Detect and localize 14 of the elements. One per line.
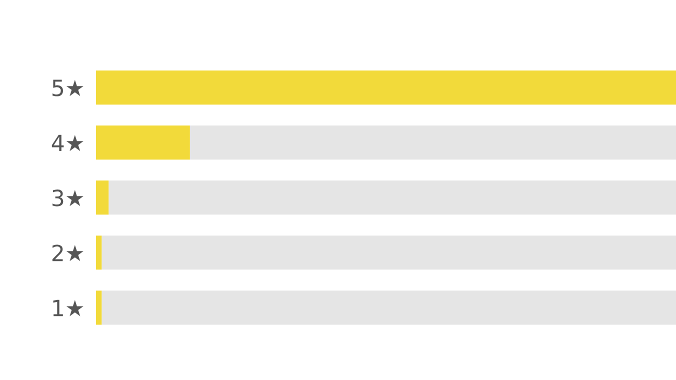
bar [190,126,676,160]
y-tick-label: 2★ [52,244,84,262]
bar [96,180,109,215]
bar [96,290,102,325]
bar [102,236,676,270]
y-tick-label: 1★ [53,300,84,316]
y-tick-label: 5★ [52,80,84,96]
bar [96,236,102,270]
bar [96,126,190,160]
bar [108,180,676,215]
y-tick-label: 3★ [52,190,84,206]
bar [102,290,676,325]
bar [96,70,676,105]
y-tick-label: 4★ [52,134,84,152]
